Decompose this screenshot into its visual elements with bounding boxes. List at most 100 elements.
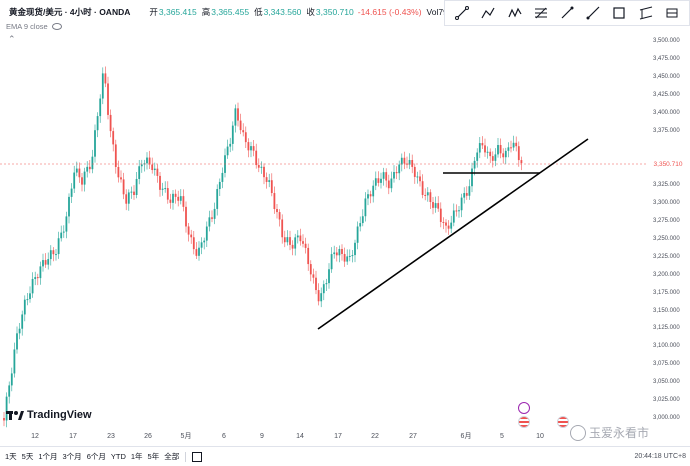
candle-body xyxy=(458,210,460,212)
candle-body xyxy=(354,242,356,256)
candle-body xyxy=(463,193,466,198)
candle-body xyxy=(242,130,245,133)
candle-body xyxy=(26,299,29,301)
price-axis-label: 3,325.000 xyxy=(653,182,680,188)
trend-line-icon[interactable] xyxy=(454,5,470,21)
timeframe-3m[interactable]: 3个月 xyxy=(62,452,82,461)
candle-body xyxy=(520,160,523,164)
candle-body xyxy=(476,152,479,161)
candle-body xyxy=(276,208,278,213)
date-range-icon[interactable] xyxy=(192,451,203,462)
candle-body xyxy=(60,232,63,239)
price-axis-label: 3,250.000 xyxy=(653,236,680,242)
timeframe-6m[interactable]: 6个月 xyxy=(86,452,106,461)
parallel-channel-icon[interactable] xyxy=(638,5,654,21)
candle-body xyxy=(374,178,377,186)
candle-body xyxy=(47,259,50,265)
bottom-toolbar: 1天 5天 1个月 3个月 6个月 YTD 1年 5年 全部 20:44:18 … xyxy=(0,446,690,466)
tradingview-logo-icon xyxy=(6,410,24,420)
path-icon[interactable] xyxy=(507,5,523,21)
candle-body xyxy=(315,277,317,291)
indicator-legend[interactable]: EMA 9 close xyxy=(6,22,62,31)
candle-body xyxy=(198,247,200,256)
time-axis-label: 6月 xyxy=(461,432,472,440)
candle-body xyxy=(13,349,16,374)
clock-time[interactable]: 20:44:18 UTC+8 xyxy=(634,453,686,460)
timeframe-ytd[interactable]: YTD xyxy=(110,452,126,461)
candle-body xyxy=(330,254,333,270)
collapse-chevron-icon[interactable]: ⌃ xyxy=(8,34,16,44)
watermark-text: 玉爱永看市 xyxy=(589,426,650,440)
candle-body xyxy=(182,196,185,207)
us-flag-icon[interactable] xyxy=(518,416,530,428)
long-position-icon[interactable] xyxy=(664,5,680,21)
symbol-header: 黄金现货/美元 · 4小时 · OANDA 开 3,365.415 高 3,365.… xyxy=(0,0,455,24)
candle-body xyxy=(393,172,395,179)
fib-icon[interactable] xyxy=(533,5,549,21)
candle-body xyxy=(81,177,83,185)
candle-body xyxy=(273,193,276,209)
candle-body xyxy=(205,226,208,241)
candle-body xyxy=(359,223,362,227)
candle-body xyxy=(484,145,486,153)
open-value: 3,365.415 xyxy=(158,7,197,17)
candle-body xyxy=(23,299,26,315)
candle-body xyxy=(445,222,447,226)
candle-body xyxy=(510,147,512,149)
candle-body xyxy=(437,203,440,209)
candle-body xyxy=(86,166,89,172)
candle-body xyxy=(39,266,42,279)
eye-icon[interactable] xyxy=(51,23,62,30)
candle-body xyxy=(127,192,130,204)
pitchfork-icon[interactable] xyxy=(559,5,575,21)
candle-body xyxy=(320,293,323,302)
ray-icon[interactable] xyxy=(585,5,601,21)
candle-body xyxy=(140,164,143,167)
candle-body xyxy=(164,188,167,190)
timeframe-5y[interactable]: 5年 xyxy=(147,452,160,461)
candle-body xyxy=(156,168,159,176)
time-axis-label: 6 xyxy=(222,433,226,440)
timeframe-5d[interactable]: 5天 xyxy=(21,452,34,461)
candle-body xyxy=(166,188,169,200)
candle-body xyxy=(283,237,286,243)
candle-body xyxy=(471,168,473,187)
time-axis: 12 17 23 26 5月 6 9 14 17 22 27 6月 5 10 xyxy=(31,432,544,440)
timeframe-1d[interactable]: 1天 xyxy=(5,452,17,461)
candle-body xyxy=(328,269,330,284)
event-marker-icon[interactable] xyxy=(518,402,530,414)
time-axis-label: 10 xyxy=(536,433,544,440)
us-flag-icon-2[interactable] xyxy=(557,416,569,428)
rectangle-icon[interactable] xyxy=(611,5,627,21)
timeframe-1m[interactable]: 1个月 xyxy=(38,452,58,461)
candle-body xyxy=(517,146,520,161)
candle-body xyxy=(3,418,5,421)
candle-body xyxy=(325,283,328,285)
candle-body xyxy=(504,150,507,158)
candle-body xyxy=(351,255,354,257)
low-label: 低 xyxy=(254,7,263,17)
symbol-title[interactable]: 黄金现货/美元 · 4小时 · OANDA xyxy=(9,7,131,17)
candle-body xyxy=(439,208,442,222)
candle-body xyxy=(49,250,52,260)
polyline-icon[interactable] xyxy=(480,5,496,21)
candle-body xyxy=(120,177,122,180)
candle-body xyxy=(153,168,156,171)
candle-body xyxy=(309,264,312,275)
timeframe-all[interactable]: 全部 xyxy=(164,452,180,461)
candle-body xyxy=(104,73,107,84)
candle-body xyxy=(179,196,182,201)
candle-body xyxy=(268,180,271,182)
time-axis-label: 22 xyxy=(371,433,379,440)
candle-body xyxy=(377,178,380,183)
candle-body xyxy=(250,146,252,151)
candle-body xyxy=(151,164,154,171)
candle-body xyxy=(281,219,284,238)
trend-line-ascending xyxy=(317,138,589,330)
candle-body xyxy=(465,193,468,196)
timeframe-1y[interactable]: 1年 xyxy=(130,452,143,461)
candle-body xyxy=(382,172,385,179)
candle-body xyxy=(44,260,47,265)
price-axis-label: 3,075.000 xyxy=(653,361,680,367)
